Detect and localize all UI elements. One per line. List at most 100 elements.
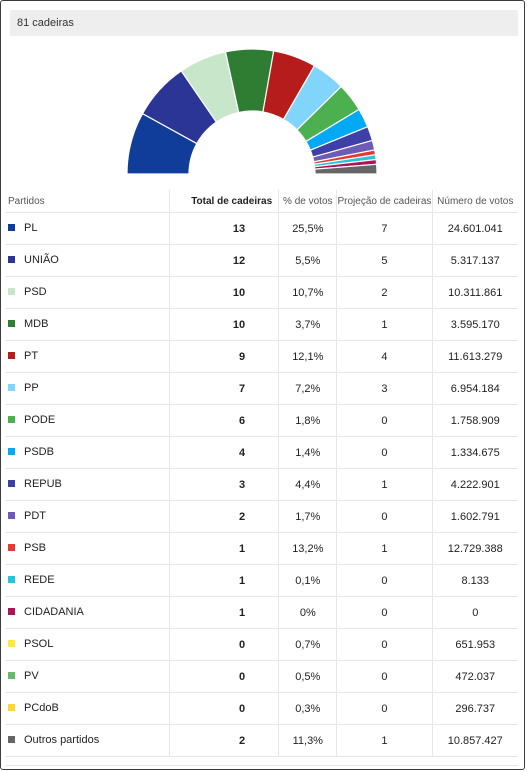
bottom-divider xyxy=(6,765,518,766)
party-seats: 0 xyxy=(169,692,279,725)
party-name: PCdoB xyxy=(24,702,59,715)
party-cell: MDB xyxy=(6,308,170,341)
col-header-votes: Número de votos xyxy=(431,190,518,213)
party-vote-pct: 12,1% xyxy=(278,340,337,373)
party-seats: 4 xyxy=(169,436,279,469)
party-seats: 1 xyxy=(169,532,279,565)
party-projection: 1 xyxy=(336,724,432,757)
party-vote-pct: 0,7% xyxy=(278,628,337,661)
party-votes: 24.601.041 xyxy=(431,212,518,245)
party-vote-pct: 0,3% xyxy=(278,692,337,725)
party-cell: PCdoB xyxy=(6,692,170,725)
party-color-swatch xyxy=(8,384,15,392)
seat-distribution-chart xyxy=(126,48,378,175)
party-cell: REPUB xyxy=(6,468,170,501)
party-color-swatch xyxy=(8,704,15,712)
party-row: PSB 1 13,2% 1 12.729.388 xyxy=(6,532,518,565)
party-seats: 3 xyxy=(169,468,279,501)
party-name: PP xyxy=(24,382,39,395)
party-votes: 10.311.861 xyxy=(431,276,518,309)
party-projection: 0 xyxy=(336,596,432,629)
party-cell: PP xyxy=(6,372,170,405)
party-color-swatch xyxy=(8,256,15,264)
party-name: PDT xyxy=(24,510,46,523)
party-color-swatch xyxy=(8,512,15,520)
party-color-swatch xyxy=(8,288,15,296)
party-row: PODE 6 1,8% 0 1.758.909 xyxy=(6,404,518,437)
party-vote-pct: 5,5% xyxy=(278,244,337,277)
party-row: REPUB 3 4,4% 1 4.222.901 xyxy=(6,468,518,501)
party-seats: 1 xyxy=(169,596,279,629)
party-projection: 0 xyxy=(336,404,432,437)
party-cell: Outros partidos xyxy=(6,724,170,757)
party-row: PP 7 7,2% 3 6.954.184 xyxy=(6,372,518,405)
party-vote-pct: 7,2% xyxy=(278,372,337,405)
col-header-seats: Total de cadeiras xyxy=(169,190,279,213)
party-name: Outros partidos xyxy=(24,734,100,747)
party-results-table: Partidos Total de cadeiras % de votos Pr… xyxy=(6,190,518,757)
party-seats: 10 xyxy=(169,276,279,309)
party-name: PSDB xyxy=(24,446,54,459)
party-seats: 10 xyxy=(169,308,279,341)
party-vote-pct: 0,5% xyxy=(278,660,337,693)
party-name: MDB xyxy=(24,318,49,331)
party-name: PT xyxy=(24,350,39,363)
party-row: PSOL 0 0,7% 0 651.953 xyxy=(6,628,518,661)
party-cell: PL xyxy=(6,212,170,245)
col-header-vote-pct: % de votos xyxy=(278,190,337,213)
party-row: Outros partidos 2 11,3% 1 10.857.427 xyxy=(6,724,518,757)
party-row: PSD 10 10,7% 2 10.311.861 xyxy=(6,276,518,309)
party-row: PCdoB 0 0,3% 0 296.737 xyxy=(6,692,518,725)
party-cell: PSD xyxy=(6,276,170,309)
party-cell: PV xyxy=(6,660,170,693)
party-cell: PSOL xyxy=(6,628,170,661)
party-projection: 3 xyxy=(336,372,432,405)
party-votes: 3.595.170 xyxy=(431,308,518,341)
total-seats-label: 81 cadeiras xyxy=(17,17,74,29)
party-votes: 4.222.901 xyxy=(431,468,518,501)
total-seats-banner: 81 cadeiras xyxy=(10,10,518,36)
party-row: UNIÃO 12 5,5% 5 5.317.137 xyxy=(6,244,518,277)
party-votes: 12.729.388 xyxy=(431,532,518,565)
party-cell: PSDB xyxy=(6,436,170,469)
party-name: CIDADANIA xyxy=(24,606,84,619)
party-seats: 0 xyxy=(169,628,279,661)
party-votes: 5.317.137 xyxy=(431,244,518,277)
party-row: MDB 10 3,7% 1 3.595.170 xyxy=(6,308,518,341)
party-seats: 12 xyxy=(169,244,279,277)
party-seats: 2 xyxy=(169,500,279,533)
party-vote-pct: 10,7% xyxy=(278,276,337,309)
party-name: PODE xyxy=(24,414,56,427)
party-row: CIDADANIA 1 0% 0 0 xyxy=(6,596,518,629)
party-color-swatch xyxy=(8,576,15,584)
party-row: PDT 2 1,7% 0 1.602.791 xyxy=(6,500,518,533)
party-row: PT 9 12,1% 4 11.613.279 xyxy=(6,340,518,373)
party-votes: 651.953 xyxy=(431,628,518,661)
party-vote-pct: 0% xyxy=(278,596,337,629)
party-projection: 4 xyxy=(336,340,432,373)
table-header-row: Partidos Total de cadeiras % de votos Pr… xyxy=(6,190,518,213)
party-color-swatch xyxy=(8,672,15,680)
party-projection: 0 xyxy=(336,436,432,469)
party-cell: PODE xyxy=(6,404,170,437)
party-votes: 10.857.427 xyxy=(431,724,518,757)
party-vote-pct: 25,5% xyxy=(278,212,337,245)
party-vote-pct: 4,4% xyxy=(278,468,337,501)
party-name: PL xyxy=(24,222,38,235)
party-projection: 7 xyxy=(336,212,432,245)
party-color-swatch xyxy=(8,480,15,488)
party-color-swatch xyxy=(8,320,15,328)
party-row: PL 13 25,5% 7 24.601.041 xyxy=(6,212,518,245)
party-color-swatch xyxy=(8,736,15,744)
party-votes: 8.133 xyxy=(431,564,518,597)
party-name: PV xyxy=(24,670,39,683)
party-name: REDE xyxy=(24,574,55,587)
party-vote-pct: 1,8% xyxy=(278,404,337,437)
party-votes: 6.954.184 xyxy=(431,372,518,405)
party-projection: 2 xyxy=(336,276,432,309)
party-seats: 0 xyxy=(169,660,279,693)
party-projection: 1 xyxy=(336,468,432,501)
party-votes: 11.613.279 xyxy=(431,340,518,373)
col-header-projection: Projeção de cadeiras xyxy=(336,190,432,213)
party-name: PSD xyxy=(24,286,47,299)
